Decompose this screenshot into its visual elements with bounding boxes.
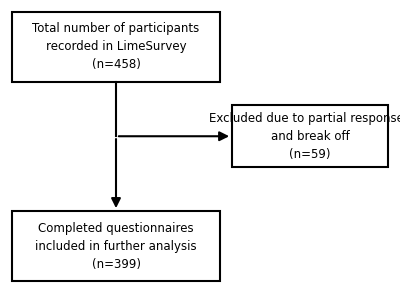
Text: Total number of participants
recorded in LimeSurvey
(n=458): Total number of participants recorded in… [32,22,200,71]
Text: Excluded due to partial responses
and break off
(n=59): Excluded due to partial responses and br… [210,112,400,161]
FancyBboxPatch shape [12,211,220,281]
Text: Completed questionnaires
included in further analysis
(n=399): Completed questionnaires included in fur… [35,222,197,271]
FancyBboxPatch shape [232,105,388,167]
FancyBboxPatch shape [12,12,220,82]
